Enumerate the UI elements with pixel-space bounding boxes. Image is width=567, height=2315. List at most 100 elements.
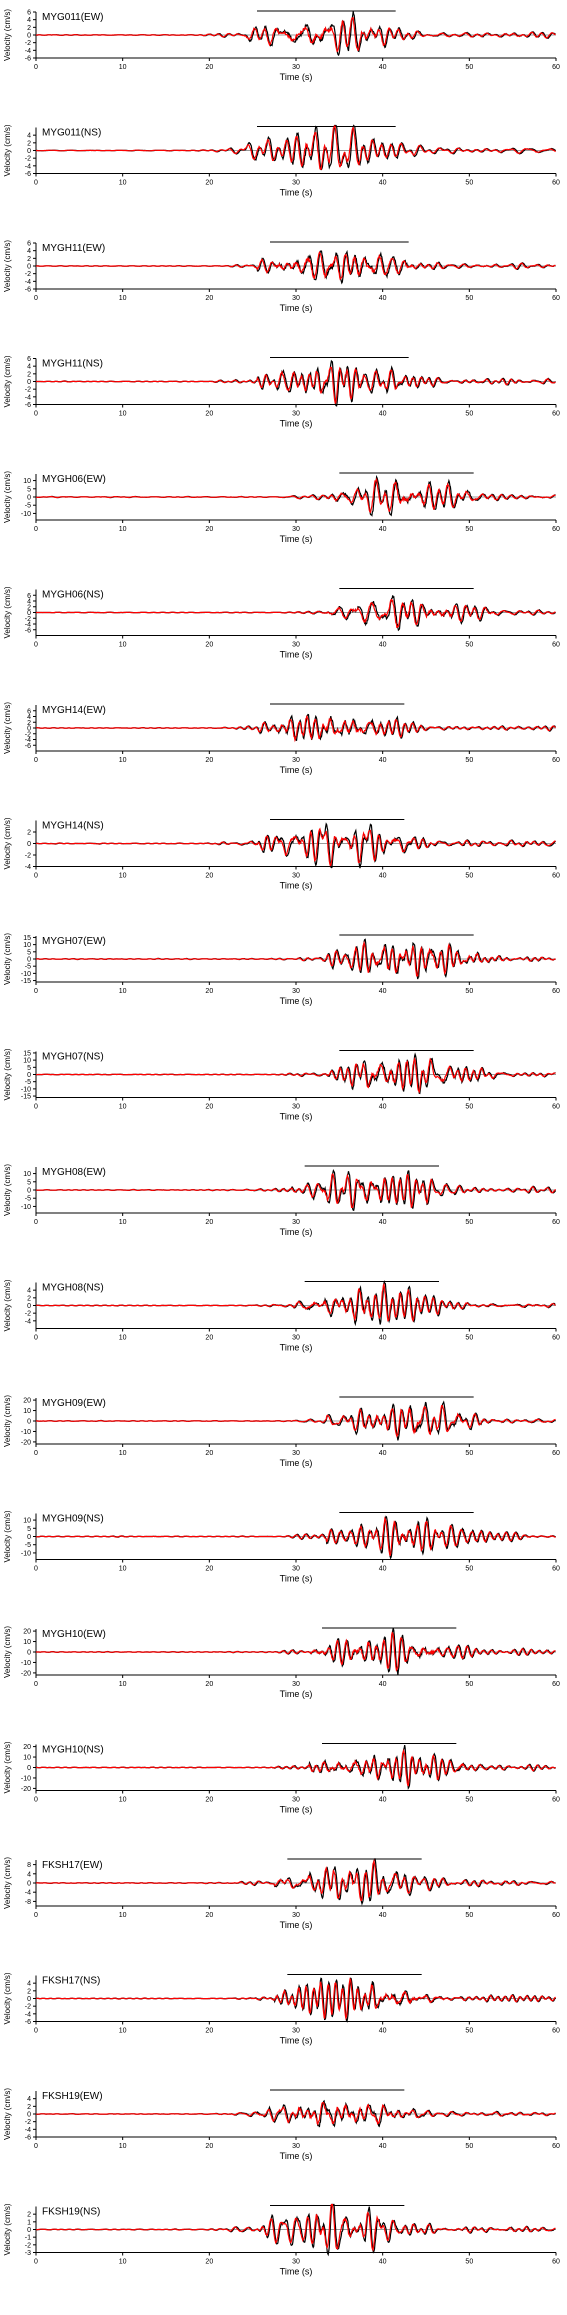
x-tick-label: 50 (465, 64, 473, 71)
x-tick-label: 30 (292, 988, 300, 995)
x-tick-label: 40 (379, 180, 387, 187)
x-tick-label: 20 (205, 1450, 213, 1457)
y-tick-label: -4 (25, 163, 31, 170)
x-tick-label: 0 (34, 988, 38, 995)
y-tick-label: -1 (25, 2235, 31, 2242)
x-tick-label: 10 (119, 1912, 127, 1919)
x-tick-label: 20 (205, 64, 213, 71)
y-tick-label: -4 (25, 279, 31, 286)
y-tick-label: 2 (27, 2104, 31, 2111)
y-tick-label: 4 (27, 714, 31, 721)
y-axis-label: Velocity (cm/s) (3, 2203, 12, 2255)
y-axis-label: Velocity (cm/s) (3, 1164, 12, 1216)
x-tick-label: 50 (465, 526, 473, 533)
y-tick-label: -10 (21, 1775, 31, 1782)
x-tick-label: 10 (119, 1797, 127, 1804)
y-tick-label: -4 (25, 2011, 31, 2018)
y-tick-label: -10 (21, 1429, 31, 1436)
synthetic-trace (36, 1056, 556, 1094)
panel-title: FKSH17(NS) (42, 1976, 100, 1987)
observed-trace (36, 124, 557, 171)
y-tick-label: 15 (23, 935, 31, 942)
y-tick-label: 20 (23, 1629, 31, 1636)
y-tick-label: 4 (27, 364, 31, 371)
x-tick-label: 20 (205, 1335, 213, 1342)
x-tick-label: 60 (552, 2028, 560, 2035)
y-tick-label: -20 (21, 1786, 31, 1793)
y-tick-label: -15 (21, 978, 31, 985)
x-tick-label: 50 (465, 1450, 473, 1457)
y-tick-label: 20 (23, 1744, 31, 1751)
x-tick-label: 60 (552, 1912, 560, 1919)
x-axis-label: Time (s) (280, 303, 313, 313)
y-axis-label: Velocity (cm/s) (3, 1279, 12, 1331)
y-tick-label: -20 (21, 1439, 31, 1446)
panel-title: FKSH17(EW) (42, 1860, 103, 1871)
y-tick-label: -4 (25, 2127, 31, 2134)
y-tick-label: 0 (27, 1303, 31, 1310)
y-tick-label: -5 (25, 1079, 31, 1086)
x-tick-label: 50 (465, 2143, 473, 2150)
y-tick-label: 2 (27, 604, 31, 611)
y-tick-label: -2 (25, 1311, 31, 1318)
y-tick-label: 10 (23, 942, 31, 949)
x-tick-label: 40 (379, 1912, 387, 1919)
y-tick-label: 0 (27, 1996, 31, 2003)
x-tick-label: 50 (465, 1566, 473, 1573)
y-tick-label: -20 (21, 1670, 31, 1677)
y-tick-label: -10 (21, 511, 31, 518)
y-tick-label: 6 (27, 241, 31, 248)
y-tick-label: 4 (27, 2096, 31, 2103)
x-tick-label: 40 (379, 295, 387, 302)
y-tick-label: 0 (27, 1650, 31, 1657)
x-axis-label: Time (s) (280, 1574, 313, 1584)
x-tick-label: 40 (379, 1797, 387, 1804)
x-tick-label: 30 (292, 2028, 300, 2035)
panel-title: MYGH07(NS) (42, 1052, 104, 1063)
x-tick-label: 0 (34, 295, 38, 302)
y-tick-label: -6 (25, 2135, 31, 2142)
y-tick-label: 2 (27, 256, 31, 263)
y-tick-label: -10 (21, 1550, 31, 1557)
x-tick-label: 30 (292, 526, 300, 533)
x-tick-label: 10 (119, 642, 127, 649)
y-tick-label: -4 (25, 737, 31, 744)
panel-title: MYGH08(NS) (42, 1283, 104, 1294)
y-axis-label: Velocity (cm/s) (3, 1857, 12, 1909)
y-tick-label: 10 (23, 1518, 31, 1525)
x-tick-label: 0 (34, 1450, 38, 1457)
y-axis-label: Velocity (cm/s) (3, 240, 12, 292)
x-tick-label: 60 (552, 1566, 560, 1573)
y-tick-label: 4 (27, 248, 31, 255)
x-axis-label: Time (s) (280, 650, 313, 660)
x-tick-label: 10 (119, 873, 127, 880)
y-tick-label: 0 (27, 1419, 31, 1426)
x-tick-label: 10 (119, 2259, 127, 2266)
y-axis-label: Velocity (cm/s) (3, 817, 12, 869)
x-tick-label: 20 (205, 642, 213, 649)
x-tick-label: 40 (379, 64, 387, 71)
x-tick-label: 60 (552, 411, 560, 418)
x-tick-label: 50 (465, 180, 473, 187)
y-axis-label: Velocity (cm/s) (3, 124, 12, 176)
y-tick-label: 0 (27, 2227, 31, 2234)
x-tick-label: 60 (552, 1450, 560, 1457)
y-tick-label: 0 (27, 33, 31, 40)
x-tick-label: 10 (119, 2143, 127, 2150)
x-tick-label: 60 (552, 295, 560, 302)
x-tick-label: 50 (465, 2028, 473, 2035)
x-tick-label: 60 (552, 642, 560, 649)
x-tick-label: 30 (292, 1797, 300, 1804)
y-tick-label: 20 (23, 1398, 31, 1405)
x-tick-label: 50 (465, 2259, 473, 2266)
y-axis-label: Velocity (cm/s) (3, 702, 12, 754)
x-tick-label: 0 (34, 1335, 38, 1342)
x-tick-label: 0 (34, 2143, 38, 2150)
panel-title: MYG011(EW) (42, 12, 104, 23)
synthetic-trace (36, 1748, 556, 1787)
x-tick-label: 60 (552, 2143, 560, 2150)
